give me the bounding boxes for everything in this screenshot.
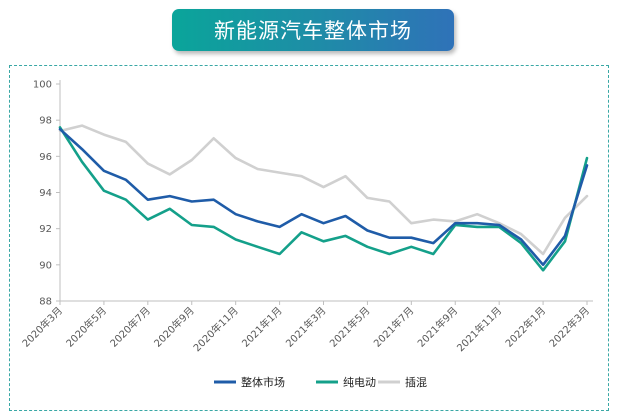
x-tick-label: 2020年5月 xyxy=(63,304,109,350)
x-tick-label: 2021年7月 xyxy=(371,304,417,350)
x-tick-label: 2022年3月 xyxy=(546,304,592,350)
x-tick-label: 2021年1月 xyxy=(239,304,285,350)
y-tick-label: 96 xyxy=(39,152,52,163)
x-tick-label: 2020年7月 xyxy=(107,304,153,350)
x-tick-label: 2020年9月 xyxy=(151,304,197,350)
legend-label-2: 插混 xyxy=(405,375,427,389)
x-tick-label: 2021年9月 xyxy=(415,304,461,350)
x-tick-label: 2022年1月 xyxy=(502,304,548,350)
x-tick-label: 2021年3月 xyxy=(283,304,329,350)
chart-frame: 88 90 92 94 96 98 100 2020年3月 2020年5月 2020年7月 2020… xyxy=(9,65,609,411)
series-line-0 xyxy=(58,127,589,267)
x-tick-label: 2021年5月 xyxy=(327,304,373,350)
x-tick-label: 2020年3月 xyxy=(19,304,65,350)
y-tick-label: 94 xyxy=(39,188,52,199)
y-tick-label: 90 xyxy=(39,260,52,271)
chart-title: 新能源汽车整体市场 xyxy=(172,9,454,51)
y-tick-label: 88 xyxy=(39,297,52,308)
y-tick-label: 100 xyxy=(33,80,52,91)
legend-label-0: 整体市场 xyxy=(241,375,285,389)
series-line-1 xyxy=(58,126,589,272)
x-tick-label: 2020年11月 xyxy=(190,304,240,354)
y-tick-label: 92 xyxy=(39,224,52,235)
x-tick-label: 2021年11月 xyxy=(454,304,504,354)
series-line-2 xyxy=(58,124,589,256)
y-tick-label: 98 xyxy=(39,116,52,127)
legend-label-1: 纯电动 xyxy=(343,376,376,389)
